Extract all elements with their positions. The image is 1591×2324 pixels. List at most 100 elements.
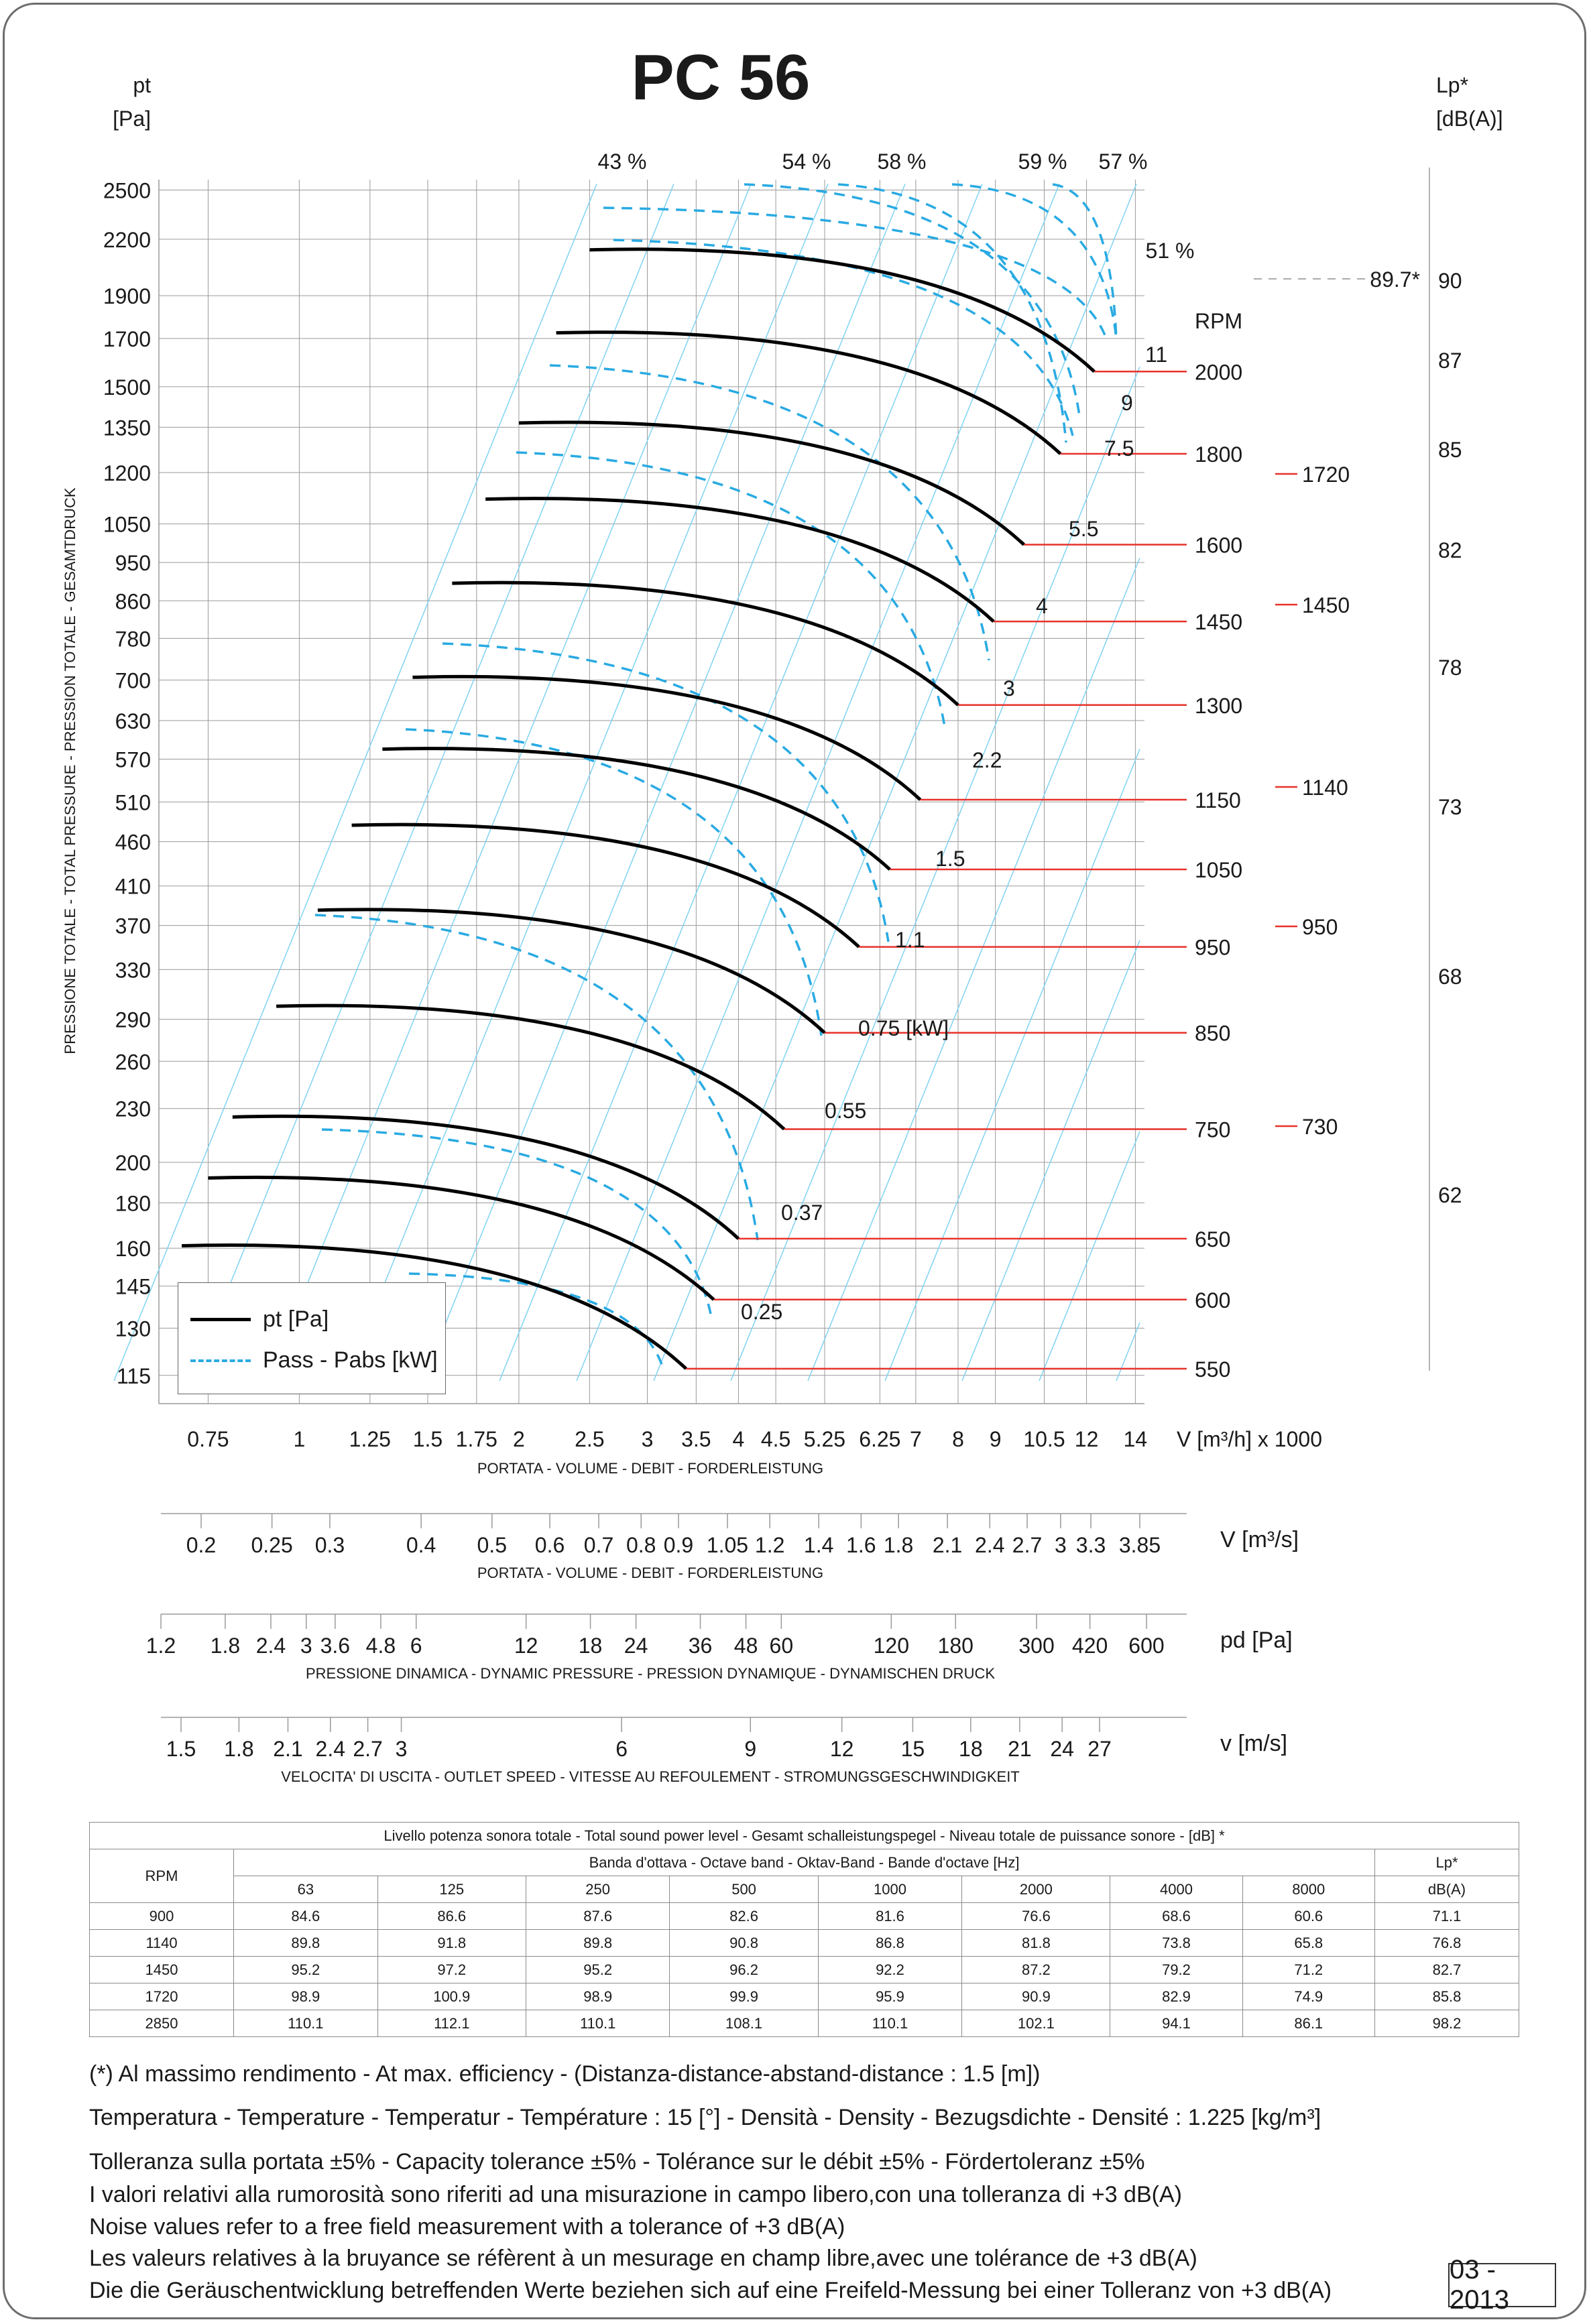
- scale-tick-label: 0.7: [584, 1533, 613, 1557]
- table-cell-lp: 76.8: [1374, 1929, 1519, 1957]
- power-label: 4: [1036, 594, 1048, 618]
- table-band-row: RPM Banda d'ottava - Octave band - Oktav…: [89, 1849, 1519, 1903]
- y-tick-label: 1900: [103, 284, 151, 308]
- x-tick-label: 1.5: [413, 1427, 443, 1451]
- table-cell: 81.6: [817, 1902, 963, 1930]
- scale-tick-label: 12: [830, 1737, 854, 1761]
- table-cell-rpm: 2850: [89, 2010, 234, 2037]
- power-curves: [314, 183, 1118, 1371]
- y-tick-label: 860: [115, 589, 151, 613]
- scale-title: VELOCITA' DI USCITA - OUTLET SPEED - VIT…: [281, 1768, 1020, 1785]
- table-cell: 95.9: [817, 1983, 963, 2010]
- efficiency-ray: [576, 184, 1060, 1382]
- table-cell: 84.6: [233, 1902, 378, 1930]
- noise-rpm-label: 1140: [1302, 776, 1348, 800]
- power-label: 5.5: [1069, 517, 1098, 541]
- power-curve: [549, 364, 990, 661]
- efficiency-ray: [807, 558, 1140, 1382]
- table-cell-lp: 82.7: [1374, 1956, 1519, 1983]
- x-tick-label: 14: [1124, 1427, 1148, 1451]
- scale-unit: pd [Pa]: [1220, 1628, 1293, 1653]
- scale-tick-label: 24: [624, 1634, 648, 1658]
- table-cell: 79.2: [1110, 1956, 1243, 1983]
- table-cell: 65.8: [1242, 1929, 1376, 1957]
- table-row: 1140 89.8 91.8 89.8 90.8 86.8 81.8 73.8 …: [89, 1929, 1519, 1957]
- table-cell: 95.2: [525, 1956, 670, 1983]
- scale-tick-label: 3.6: [320, 1634, 350, 1658]
- table-cell: 112.1: [377, 2010, 526, 2037]
- scale-tick-label: 0.2: [186, 1533, 216, 1557]
- power-curve: [408, 1272, 665, 1371]
- table-cell: 100.9: [377, 1983, 526, 2010]
- table-cell: 89.8: [233, 1929, 378, 1957]
- table-cell-rpm: 1450: [89, 1956, 234, 1983]
- scale-tick-label: 0.25: [251, 1533, 292, 1557]
- note-noise-it: I valori relativi alla rumorosità sono r…: [89, 2182, 1182, 2207]
- scale-tick-label: 2.7: [353, 1737, 382, 1761]
- legend-label-power: Pass - Pabs [kW]: [263, 1347, 438, 1373]
- scale-tick-label: 2.7: [1012, 1533, 1042, 1557]
- x-tick-label: 6.25: [859, 1427, 900, 1451]
- power-label: 0.75 [kW]: [858, 1016, 949, 1040]
- lp-tick-label: 85: [1438, 438, 1462, 462]
- legend-swatch-power: [190, 1359, 251, 1362]
- power-curve: [314, 914, 759, 1241]
- pressure-curve-1050: [382, 747, 891, 871]
- chart-labels: PC 56 pt [Pa] PRESSIONE TOTALE - TOTAL PRES…: [62, 42, 1503, 1477]
- y-tick-label: 160: [115, 1237, 151, 1261]
- table-cell: 86.6: [377, 1902, 526, 1930]
- lp-tick-label: 73: [1438, 795, 1462, 819]
- rpm-header: RPM: [1195, 309, 1242, 333]
- table-title: Livello potenza sonora totale - Total so…: [89, 1822, 1519, 1849]
- power-curve: [442, 642, 890, 942]
- y-tick-label: 370: [115, 914, 151, 938]
- scale-tick-label: 120: [874, 1634, 909, 1658]
- scale-tick-label: 6: [410, 1634, 422, 1658]
- table-cell: 110.1: [525, 2010, 670, 2037]
- table-cell: 87.6: [525, 1902, 670, 1930]
- power-label: 2.2: [972, 748, 1002, 772]
- scale-tick-label: 48: [734, 1634, 758, 1658]
- efficiency-label: 59 %: [1018, 149, 1067, 174]
- pressure-curve-2000: [589, 247, 1096, 373]
- scale-tick-label: 27: [1087, 1737, 1112, 1761]
- scale-tick-label: 3.85: [1119, 1533, 1161, 1557]
- scale-title: PORTATA - VOLUME - DEBIT - FORDERLEISTUN…: [477, 1565, 823, 1581]
- y-tick-label: 145: [115, 1275, 151, 1299]
- scale-tick-label: 3: [300, 1634, 312, 1658]
- table-cell-lp: 98.2: [1374, 2010, 1519, 2037]
- auxiliary-scales: 0.2 0.25 0.3 0.4 0.5 0.6 0.7 0.8 0.9 1.05 1.2 1.4 1.…: [146, 1513, 1299, 1785]
- rpm-label-950: 950: [1195, 936, 1230, 960]
- scale-tick-label: 4.8: [366, 1634, 396, 1658]
- table-row: 1450 95.2 97.2 95.2 96.2 92.2 87.2 79.2 …: [89, 1956, 1519, 1983]
- pressure-curve-1150: [412, 674, 922, 801]
- rpm-label-550: 550: [1195, 1357, 1230, 1382]
- scale-tick-label: 0.3: [315, 1533, 345, 1557]
- lp-tick-label: 87: [1438, 349, 1462, 373]
- power-curve: [603, 206, 1106, 336]
- scale-tick-label: 1.8: [884, 1533, 913, 1557]
- scale-tick-label: 18: [959, 1737, 983, 1761]
- power-label: 0.55: [825, 1099, 866, 1123]
- y-tick-label: 1700: [103, 327, 151, 351]
- scale-tick-label: 0.8: [626, 1533, 656, 1557]
- efficiency-label: 57 %: [1099, 149, 1148, 174]
- x-tick-label: 3.5: [681, 1427, 711, 1451]
- rpm-label-1600: 1600: [1195, 534, 1242, 558]
- lp-axis-unit-dba: [dB(A)]: [1436, 107, 1503, 131]
- pressure-curves: [181, 247, 1096, 1370]
- scale-tick-label: 2.4: [256, 1634, 286, 1658]
- y-tick-label: 200: [115, 1151, 151, 1175]
- noise-rpm-label: 1720: [1302, 463, 1350, 487]
- table-cell: 96.2: [669, 1956, 819, 1983]
- x-axis-title: PORTATA - VOLUME - DEBIT - FORDERLEISTUN…: [477, 1460, 823, 1477]
- table-band-cell: 63: [233, 1876, 378, 1903]
- pressure-curve-1300: [452, 580, 959, 707]
- y-axis-unit-pa: [Pa]: [113, 107, 151, 131]
- scale-tick-label: 1.4: [804, 1533, 833, 1557]
- power-label: 1.1: [895, 928, 925, 952]
- scale-tick-label: 15: [901, 1737, 925, 1761]
- y-tick-label: 130: [115, 1317, 151, 1341]
- scale-tick-label: 3: [396, 1737, 408, 1761]
- efficiency-lines: [113, 184, 1140, 1382]
